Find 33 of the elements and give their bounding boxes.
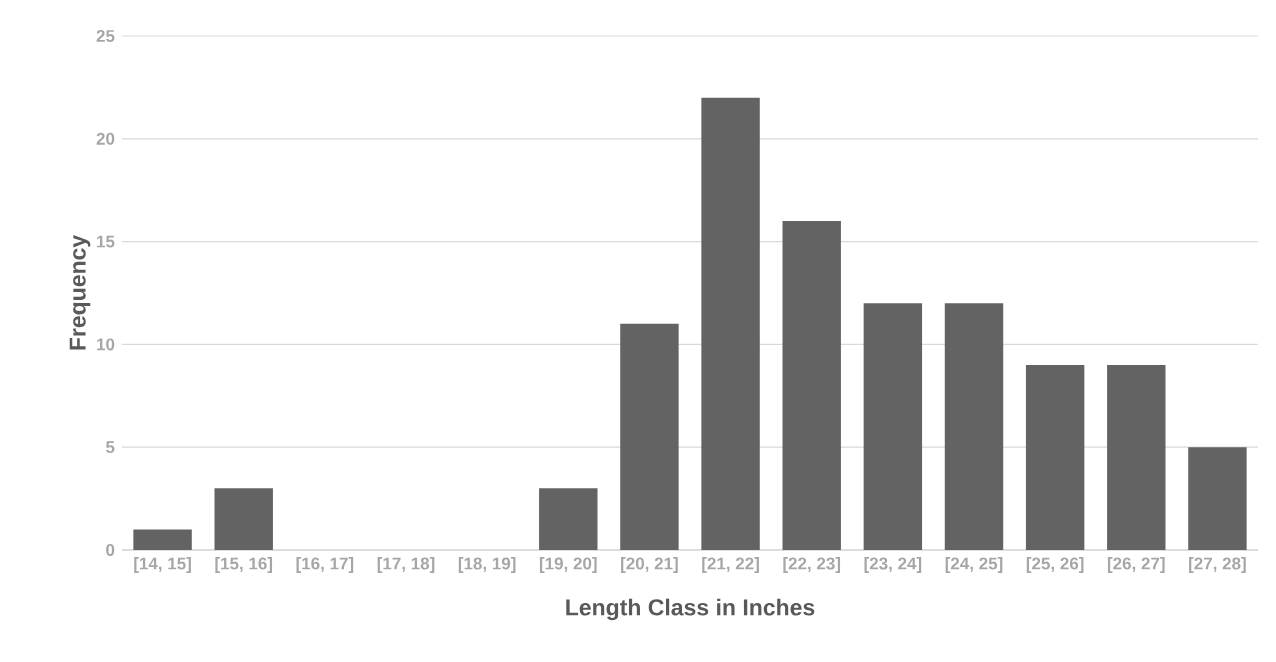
bar	[133, 529, 192, 550]
bar	[1025, 364, 1085, 550]
x-tick-label: [21, 22]	[702, 557, 759, 573]
bar	[1107, 364, 1166, 550]
y-tick-label: 5	[106, 441, 115, 454]
x-tick-label: [26, 27]	[1107, 557, 1165, 573]
x-tick-label: [18, 19]	[458, 557, 516, 573]
x-tick-label: [17, 18]	[377, 557, 435, 573]
x-tick-label: [20, 21]	[621, 557, 678, 573]
x-tick-label: [22, 23]	[783, 557, 841, 573]
x-tick-label: [23, 24]	[864, 557, 922, 573]
x-tick-label: [15, 16]	[215, 557, 273, 573]
y-tick-label: 20	[96, 132, 115, 145]
bar	[701, 97, 760, 550]
y-tick-label: 25	[96, 29, 115, 42]
bar	[944, 303, 1004, 550]
x-tick-label: [24, 25]	[945, 557, 1003, 573]
x-tick-label: [25, 26]	[1026, 557, 1084, 573]
bar	[782, 221, 841, 550]
bar	[863, 303, 923, 550]
bar	[1188, 447, 1247, 550]
y-axis-title: Frequency	[69, 234, 91, 350]
x-axis-title: Length Class in Inches	[566, 598, 815, 621]
bar	[620, 323, 679, 550]
x-tick-label: [14, 15]	[134, 557, 191, 573]
y-tick-label: 0	[106, 543, 115, 556]
y-tick-label: 15	[97, 235, 115, 248]
bar	[539, 488, 598, 550]
x-tick-label: [16, 17]	[296, 557, 354, 573]
bar	[214, 488, 273, 550]
x-tick-label: [27, 28]	[1189, 557, 1246, 573]
y-tick-label: 10	[97, 338, 115, 351]
x-tick-label: [19, 20]	[539, 557, 597, 573]
